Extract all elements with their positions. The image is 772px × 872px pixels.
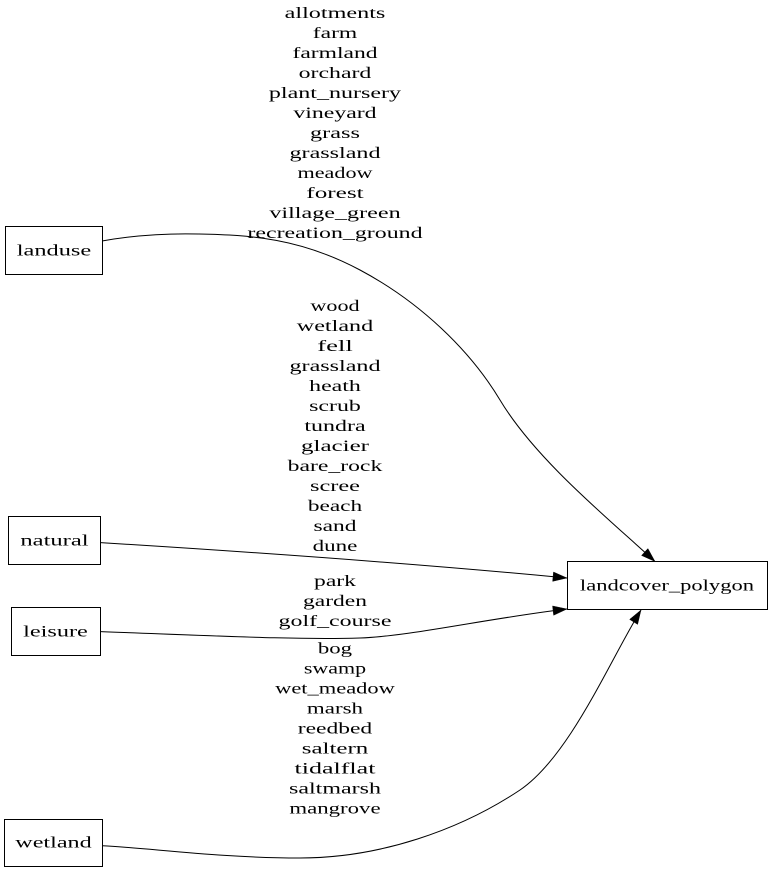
svg-text:beach: beach xyxy=(308,498,362,515)
svg-text:natural: natural xyxy=(20,533,89,550)
svg-text:forest: forest xyxy=(306,185,364,202)
svg-text:farmland: farmland xyxy=(293,45,378,62)
svg-text:vineyard: vineyard xyxy=(293,105,376,122)
svg-text:grass: grass xyxy=(310,125,360,142)
svg-text:grassland: grassland xyxy=(290,358,381,375)
svg-text:scrub: scrub xyxy=(309,398,361,415)
svg-text:mangrove: mangrove xyxy=(289,801,380,818)
svg-text:bare_rock: bare_rock xyxy=(288,458,383,475)
svg-text:scree: scree xyxy=(310,478,360,495)
svg-text:bog: bog xyxy=(318,641,352,658)
svg-text:plant_nursery: plant_nursery xyxy=(269,85,401,102)
svg-text:glacier: glacier xyxy=(301,438,370,455)
svg-text:leisure: leisure xyxy=(23,624,88,641)
svg-text:wet_meadow: wet_meadow xyxy=(275,681,395,698)
svg-text:village_green: village_green xyxy=(269,205,400,222)
svg-text:allotments: allotments xyxy=(285,5,386,22)
svg-text:marsh: marsh xyxy=(307,701,363,718)
svg-text:wetland: wetland xyxy=(297,318,373,335)
svg-text:meadow: meadow xyxy=(298,165,374,182)
svg-text:park: park xyxy=(314,573,356,590)
svg-text:tidalflat: tidalflat xyxy=(295,761,377,778)
svg-text:landcover_polygon: landcover_polygon xyxy=(580,578,754,595)
svg-text:saltern: saltern xyxy=(302,741,369,758)
svg-text:orchard: orchard xyxy=(299,65,372,82)
svg-text:sand: sand xyxy=(314,518,357,535)
svg-text:fell: fell xyxy=(317,338,353,355)
svg-text:landuse: landuse xyxy=(17,243,91,260)
svg-text:farm: farm xyxy=(313,25,358,42)
svg-text:tundra: tundra xyxy=(304,418,365,435)
svg-text:reedbed: reedbed xyxy=(298,721,372,738)
svg-text:garden: garden xyxy=(303,593,367,610)
svg-text:golf_course: golf_course xyxy=(279,613,392,630)
svg-text:swamp: swamp xyxy=(304,661,366,678)
svg-text:dune: dune xyxy=(313,538,358,555)
svg-text:wood: wood xyxy=(310,298,359,315)
svg-text:saltmarsh: saltmarsh xyxy=(289,781,381,798)
svg-text:grassland: grassland xyxy=(290,145,381,162)
svg-text:recreation_ground: recreation_ground xyxy=(247,225,422,242)
svg-text:heath: heath xyxy=(309,378,361,395)
svg-text:wetland: wetland xyxy=(15,835,91,852)
